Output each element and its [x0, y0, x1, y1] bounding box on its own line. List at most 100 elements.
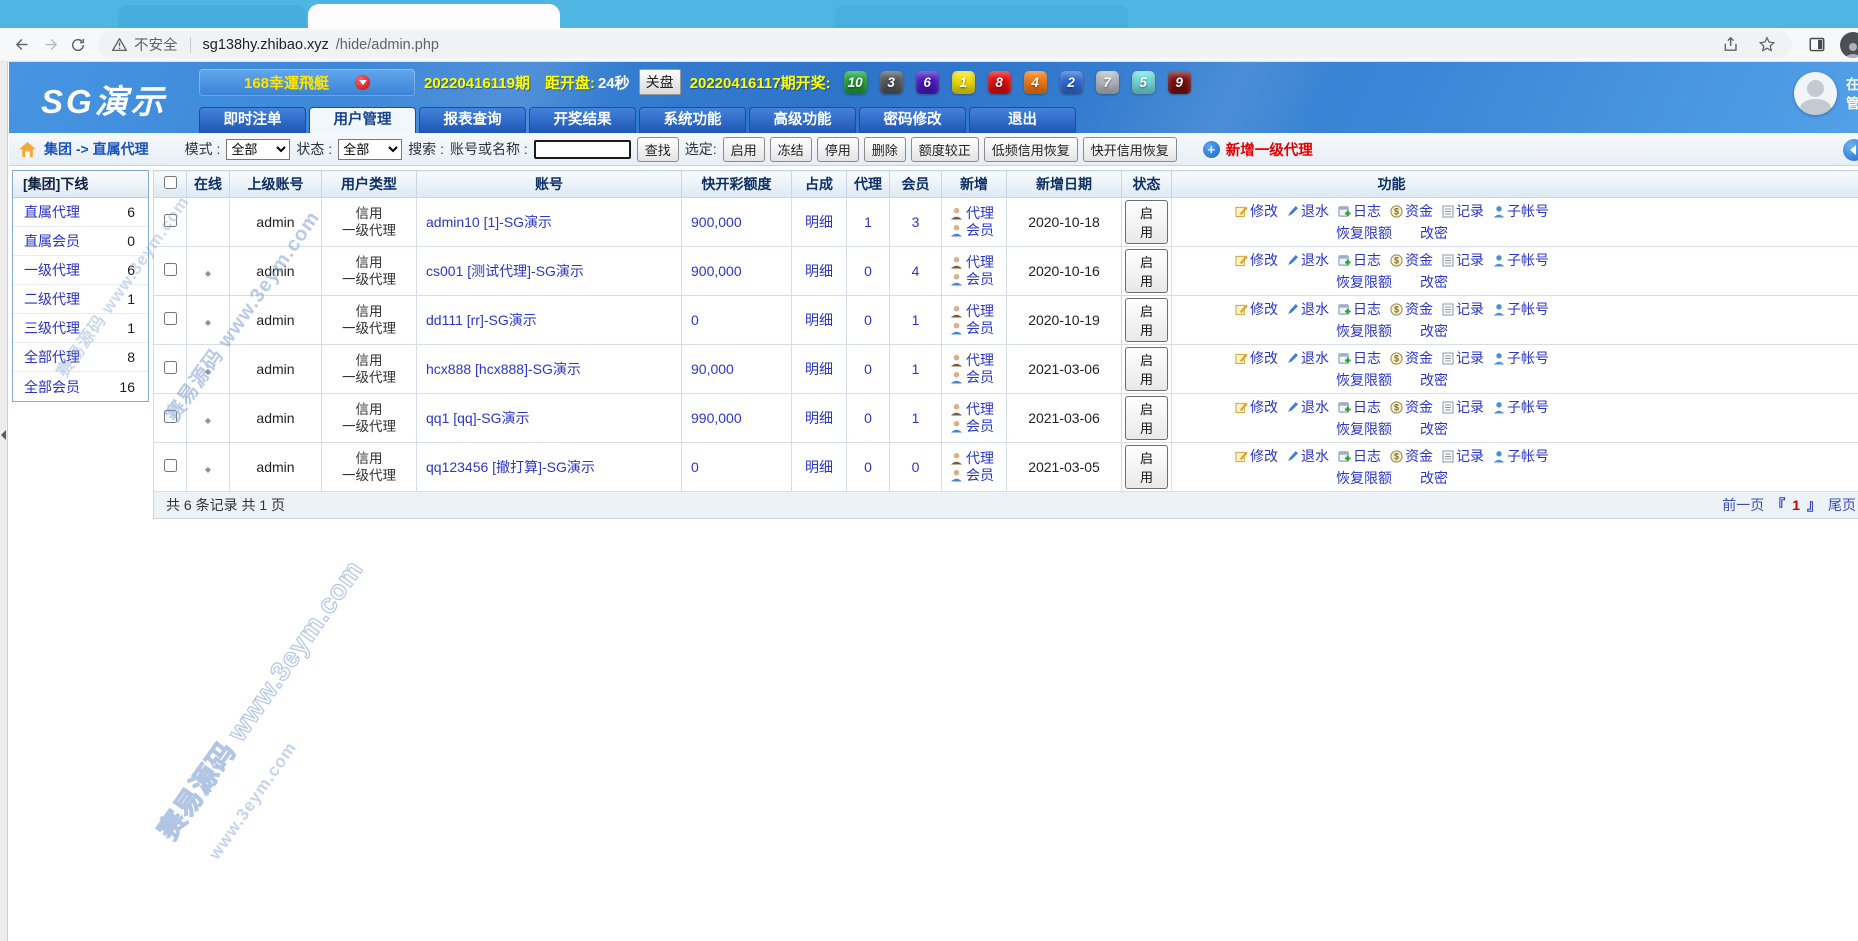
nav-tab[interactable]: 即时注单: [199, 107, 306, 133]
log-link[interactable]: 日志: [1338, 299, 1381, 319]
change-password-link[interactable]: 改密: [1420, 225, 1448, 241]
restore-limit-link[interactable]: 恢复限额: [1336, 323, 1392, 339]
sidebar-item[interactable]: 全部会员 16: [13, 372, 148, 401]
funds-link[interactable]: $ 资金: [1390, 250, 1433, 270]
records-link[interactable]: 记录: [1442, 250, 1484, 270]
share-detail-link[interactable]: 明细: [805, 214, 833, 230]
rebate-link[interactable]: 退水: [1287, 446, 1329, 466]
bulk-action-button[interactable]: 额度较正: [910, 136, 979, 162]
status-button[interactable]: 启用: [1125, 249, 1168, 293]
account-link[interactable]: cs001 [测试代理]-SG演示: [426, 263, 584, 279]
add-agent-link[interactable]: 代理: [966, 303, 994, 319]
credit-value[interactable]: 900,000: [691, 263, 742, 279]
bulk-action-button[interactable]: 停用: [816, 136, 859, 162]
rebate-link[interactable]: 退水: [1287, 397, 1329, 417]
share-detail-link[interactable]: 明细: [805, 459, 833, 475]
members-count-link[interactable]: 1: [911, 312, 920, 328]
log-link[interactable]: 日志: [1338, 397, 1381, 417]
agents-count-link[interactable]: 0: [864, 263, 872, 279]
admin-avatar[interactable]: [1794, 72, 1837, 115]
add-member-link[interactable]: 会员: [966, 369, 994, 385]
change-password-link[interactable]: 改密: [1420, 274, 1448, 290]
subaccount-link[interactable]: 子帐号: [1493, 250, 1549, 270]
log-link[interactable]: 日志: [1338, 446, 1381, 466]
subaccount-link[interactable]: 子帐号: [1493, 397, 1549, 417]
log-link[interactable]: 日志: [1338, 250, 1381, 270]
browser-tab-inactive[interactable]: [118, 5, 306, 28]
members-count-link[interactable]: 1: [911, 410, 920, 426]
status-button[interactable]: 启用: [1125, 396, 1168, 440]
collapse-panel-icon[interactable]: [1843, 139, 1858, 161]
select-all-checkbox[interactable]: [163, 176, 177, 189]
row-checkbox[interactable]: [163, 214, 177, 227]
nav-tab[interactable]: 用户管理: [309, 107, 416, 133]
account-link[interactable]: qq123456 [撤打算]-SG演示: [426, 459, 595, 475]
bulk-action-button[interactable]: 冻结: [769, 136, 812, 162]
members-count-link[interactable]: 4: [911, 263, 920, 279]
subaccount-link[interactable]: 子帐号: [1493, 201, 1549, 221]
members-count-link[interactable]: 0: [911, 459, 920, 475]
records-link[interactable]: 记录: [1442, 446, 1484, 466]
add-agent-button[interactable]: + 新增一级代理: [1202, 139, 1313, 160]
log-link[interactable]: 日志: [1338, 201, 1381, 221]
nav-tab[interactable]: 开奖结果: [529, 107, 636, 133]
account-link[interactable]: hcx888 [hcx888]-SG演示: [426, 361, 581, 377]
status-button[interactable]: 启用: [1125, 445, 1168, 489]
star-icon[interactable]: [1758, 36, 1776, 53]
share-detail-link[interactable]: 明细: [805, 361, 833, 377]
row-checkbox[interactable]: [163, 312, 177, 325]
edit-link[interactable]: 修改: [1235, 299, 1278, 319]
subaccount-link[interactable]: 子帐号: [1493, 299, 1549, 319]
sidebar-item[interactable]: 全部代理 8: [13, 343, 148, 372]
mode-select[interactable]: 全部: [226, 138, 291, 160]
nav-tab[interactable]: 密码修改: [859, 107, 966, 133]
nav-tab[interactable]: 系统功能: [639, 107, 746, 133]
bulk-action-button[interactable]: 快开信用恢复: [1082, 136, 1177, 162]
subaccount-link[interactable]: 子帐号: [1493, 348, 1549, 368]
last-page-link[interactable]: 尾页: [1828, 497, 1856, 513]
sidebar-item-label[interactable]: 全部会员: [24, 378, 80, 395]
agents-count-link[interactable]: 0: [864, 410, 872, 426]
agents-count-link[interactable]: 0: [864, 361, 872, 377]
sidebar-item[interactable]: 直属代理 6: [13, 198, 148, 227]
account-link[interactable]: admin10 [1]-SG演示: [426, 214, 553, 230]
credit-value[interactable]: 0: [691, 459, 699, 475]
add-member-link[interactable]: 会员: [966, 222, 994, 238]
address-bar[interactable]: 不安全 sg138hy.zhibao.xyz/hide/admin.php: [98, 31, 1792, 58]
restore-limit-link[interactable]: 恢复限额: [1336, 470, 1392, 486]
share-detail-link[interactable]: 明细: [805, 410, 833, 426]
status-button[interactable]: 启用: [1125, 298, 1168, 342]
add-agent-link[interactable]: 代理: [966, 352, 994, 368]
credit-value[interactable]: 900,000: [691, 214, 742, 230]
status-button[interactable]: 启用: [1125, 200, 1168, 244]
members-count-link[interactable]: 1: [911, 361, 920, 377]
add-member-link[interactable]: 会员: [966, 320, 994, 336]
funds-link[interactable]: $ 资金: [1390, 299, 1433, 319]
rebate-link[interactable]: 退水: [1287, 348, 1329, 368]
market-status-button[interactable]: 关盘: [638, 69, 681, 95]
nav-tab[interactable]: 退出: [969, 107, 1076, 133]
prev-page-link[interactable]: 前一页: [1722, 497, 1765, 513]
browser-profile-avatar[interactable]: [1840, 31, 1858, 58]
restore-limit-link[interactable]: 恢复限额: [1336, 225, 1392, 241]
agents-count-link[interactable]: 1: [864, 214, 872, 230]
search-input[interactable]: [533, 139, 631, 159]
nav-tab[interactable]: 高级功能: [749, 107, 856, 133]
rebate-link[interactable]: 退水: [1287, 201, 1329, 221]
security-warning[interactable]: 不安全: [134, 38, 178, 54]
sidebar-item-label[interactable]: 一级代理: [24, 262, 80, 278]
change-password-link[interactable]: 改密: [1420, 323, 1448, 339]
bulk-action-button[interactable]: 删除: [863, 136, 906, 162]
restore-limit-link[interactable]: 恢复限额: [1336, 372, 1392, 388]
edit-link[interactable]: 修改: [1235, 250, 1278, 270]
add-agent-link[interactable]: 代理: [966, 254, 994, 270]
lottery-selector[interactable]: 168幸運飛艇: [199, 68, 415, 96]
add-member-link[interactable]: 会员: [966, 467, 994, 483]
records-link[interactable]: 记录: [1442, 397, 1484, 417]
sidebar-item-label[interactable]: 直属代理: [24, 204, 80, 220]
add-agent-link[interactable]: 代理: [966, 205, 994, 221]
add-agent-link[interactable]: 代理: [966, 450, 994, 466]
current-page-number[interactable]: 1: [1792, 497, 1800, 513]
sidebar-item-label[interactable]: 二级代理: [24, 291, 80, 307]
funds-link[interactable]: $ 资金: [1390, 348, 1433, 368]
